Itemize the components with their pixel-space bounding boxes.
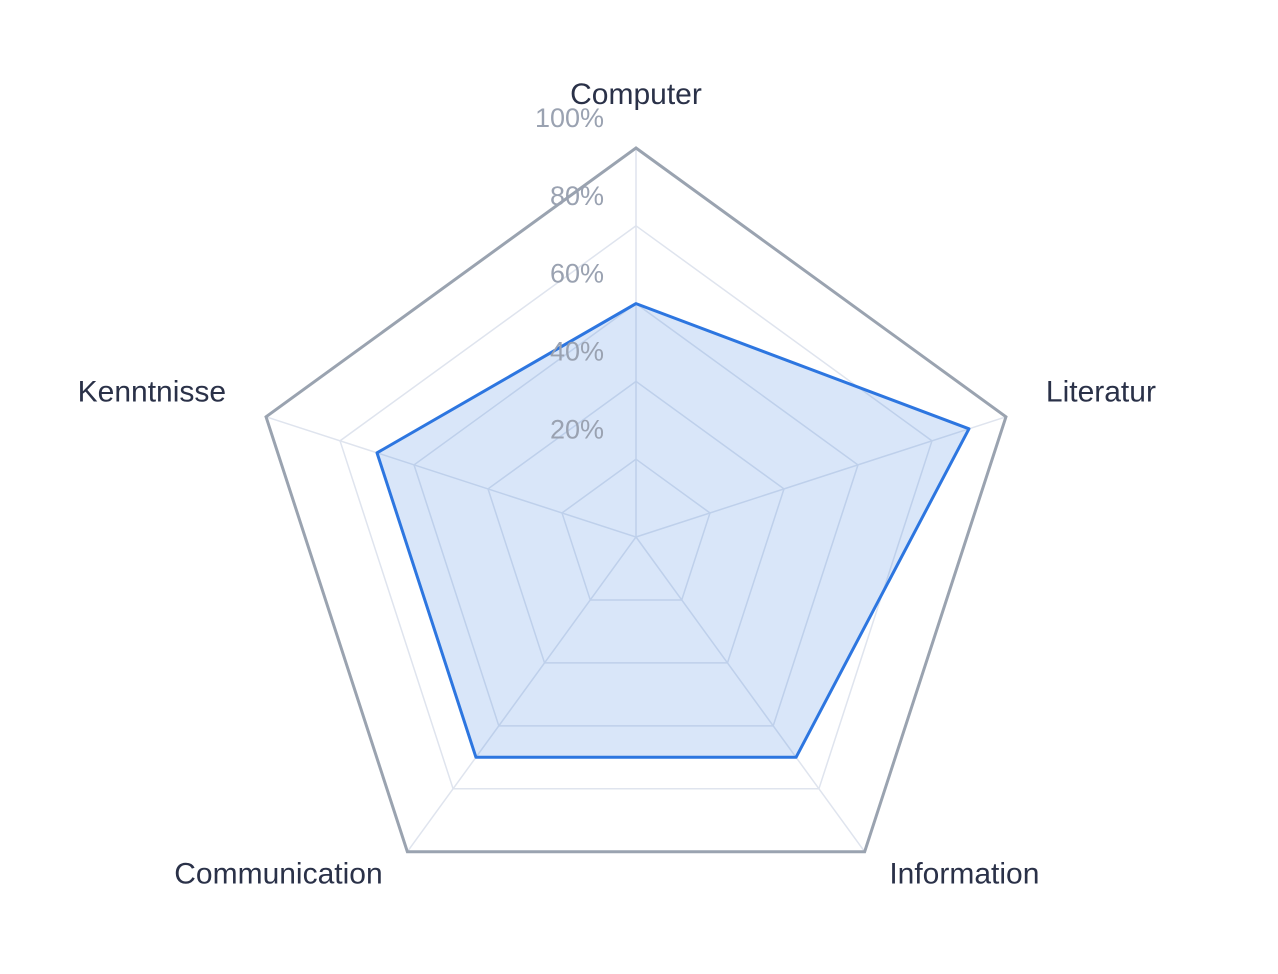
spoke (635, 536, 866, 853)
radar-area (375, 302, 971, 759)
r-tick-label: 60% (550, 259, 604, 289)
r-tick-label: 80% (550, 181, 604, 211)
grid-ring (264, 146, 1008, 854)
category-label: Kenntnisse (78, 376, 226, 409)
spoke (635, 416, 1007, 538)
spoke (265, 416, 637, 538)
category-label: Computer (570, 78, 702, 111)
r-tick-label: 20% (550, 414, 604, 444)
r-tick-label: 40% (550, 337, 604, 367)
grid-ring (339, 224, 933, 790)
r-tick-label: 100% (535, 103, 604, 133)
grid-ring (413, 302, 859, 727)
category-label: Communication (174, 858, 382, 891)
category-label: Information (889, 858, 1039, 891)
grid-ring (561, 458, 711, 601)
grid-ring (487, 380, 785, 664)
category-label: Literatur (1046, 376, 1156, 409)
spoke (406, 536, 637, 853)
